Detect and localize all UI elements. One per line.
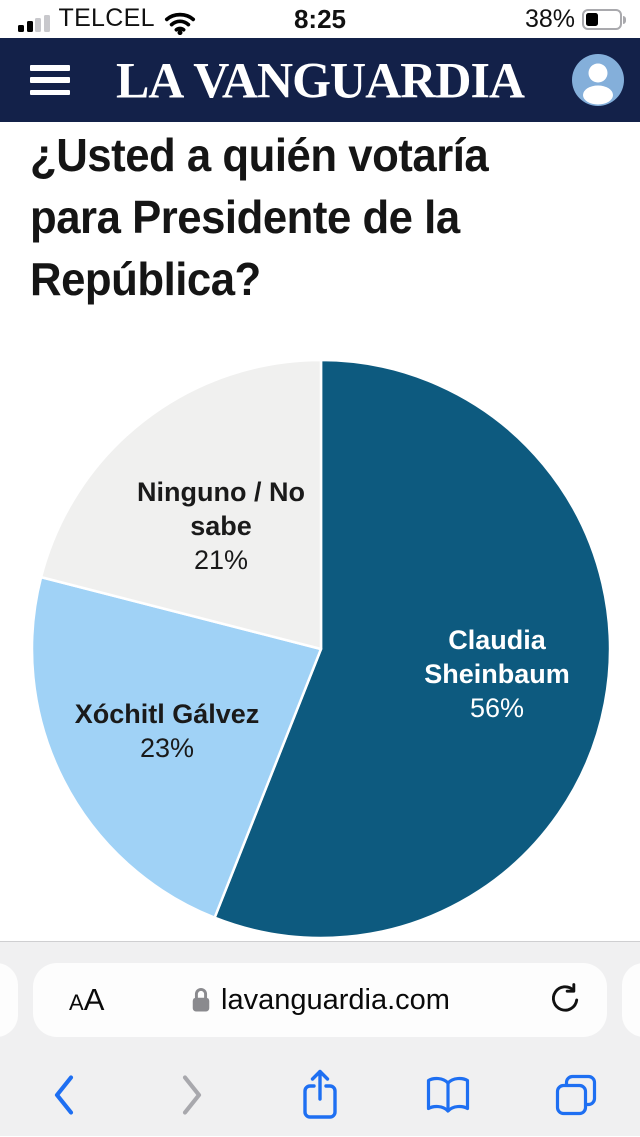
slice-name: Ninguno / No sabe — [137, 477, 305, 541]
status-bar: TELCEL 8:25 38% — [0, 0, 640, 38]
pie-label-claudia-sheinbaum: Claudia Sheinbaum 56% — [407, 623, 587, 725]
battery-icon — [582, 8, 626, 30]
bookmarks-book-icon — [426, 1076, 470, 1113]
slice-name: Xóchitl Gálvez — [74, 699, 260, 729]
pie-slice-2 — [39, 358, 323, 651]
pie-label-xochitl-galvez: Xóchitl Gálvez 23% — [47, 697, 287, 765]
back-chevron-icon — [54, 1074, 74, 1115]
wifi-icon — [164, 11, 196, 35]
headline-line-1: ¿Usted a quién votaría — [30, 129, 489, 181]
browser-toolbar — [0, 1052, 640, 1137]
pie-label-ninguno-no-sabe: Ninguno / No sabe 21% — [121, 475, 321, 577]
back-button[interactable] — [0, 1074, 128, 1116]
site-header: LA VANGUARDIA — [0, 38, 640, 122]
battery-percent-label: 38% — [524, 4, 575, 33]
reload-icon[interactable] — [547, 982, 583, 1018]
user-avatar-icon[interactable] — [572, 54, 624, 106]
tabs-icon — [555, 1074, 597, 1115]
share-icon — [303, 1069, 337, 1119]
headline-line-3: República? — [30, 253, 261, 305]
share-button[interactable] — [256, 1069, 384, 1121]
cellular-signal-icon — [18, 14, 50, 34]
site-logo[interactable]: LA VANGUARDIA — [115, 51, 525, 109]
pie-slice-1 — [30, 575, 323, 919]
slice-percent: 21% — [193, 545, 249, 575]
forward-chevron-icon — [182, 1074, 202, 1115]
article-headline: ¿Usted a quién votaría para Presidente d… — [30, 124, 600, 310]
bookmarks-button[interactable] — [384, 1074, 512, 1116]
carrier-label: TELCEL — [58, 3, 155, 32]
slice-name: Claudia Sheinbaum — [424, 625, 570, 689]
next-tab-peek[interactable] — [622, 963, 640, 1037]
previous-tab-peek[interactable] — [0, 963, 18, 1037]
headline-line-2: para Presidente de la — [30, 191, 460, 243]
lock-icon — [190, 986, 212, 1014]
hamburger-menu-icon[interactable] — [30, 65, 70, 95]
url-text: lavanguardia.com — [221, 983, 450, 1016]
slice-percent: 23% — [139, 733, 195, 763]
slice-percent: 56% — [469, 693, 525, 723]
pie-slice-0 — [213, 358, 612, 940]
pie-chart-svg — [30, 358, 612, 940]
forward-button[interactable] — [128, 1074, 256, 1116]
tabs-button[interactable] — [512, 1074, 640, 1116]
